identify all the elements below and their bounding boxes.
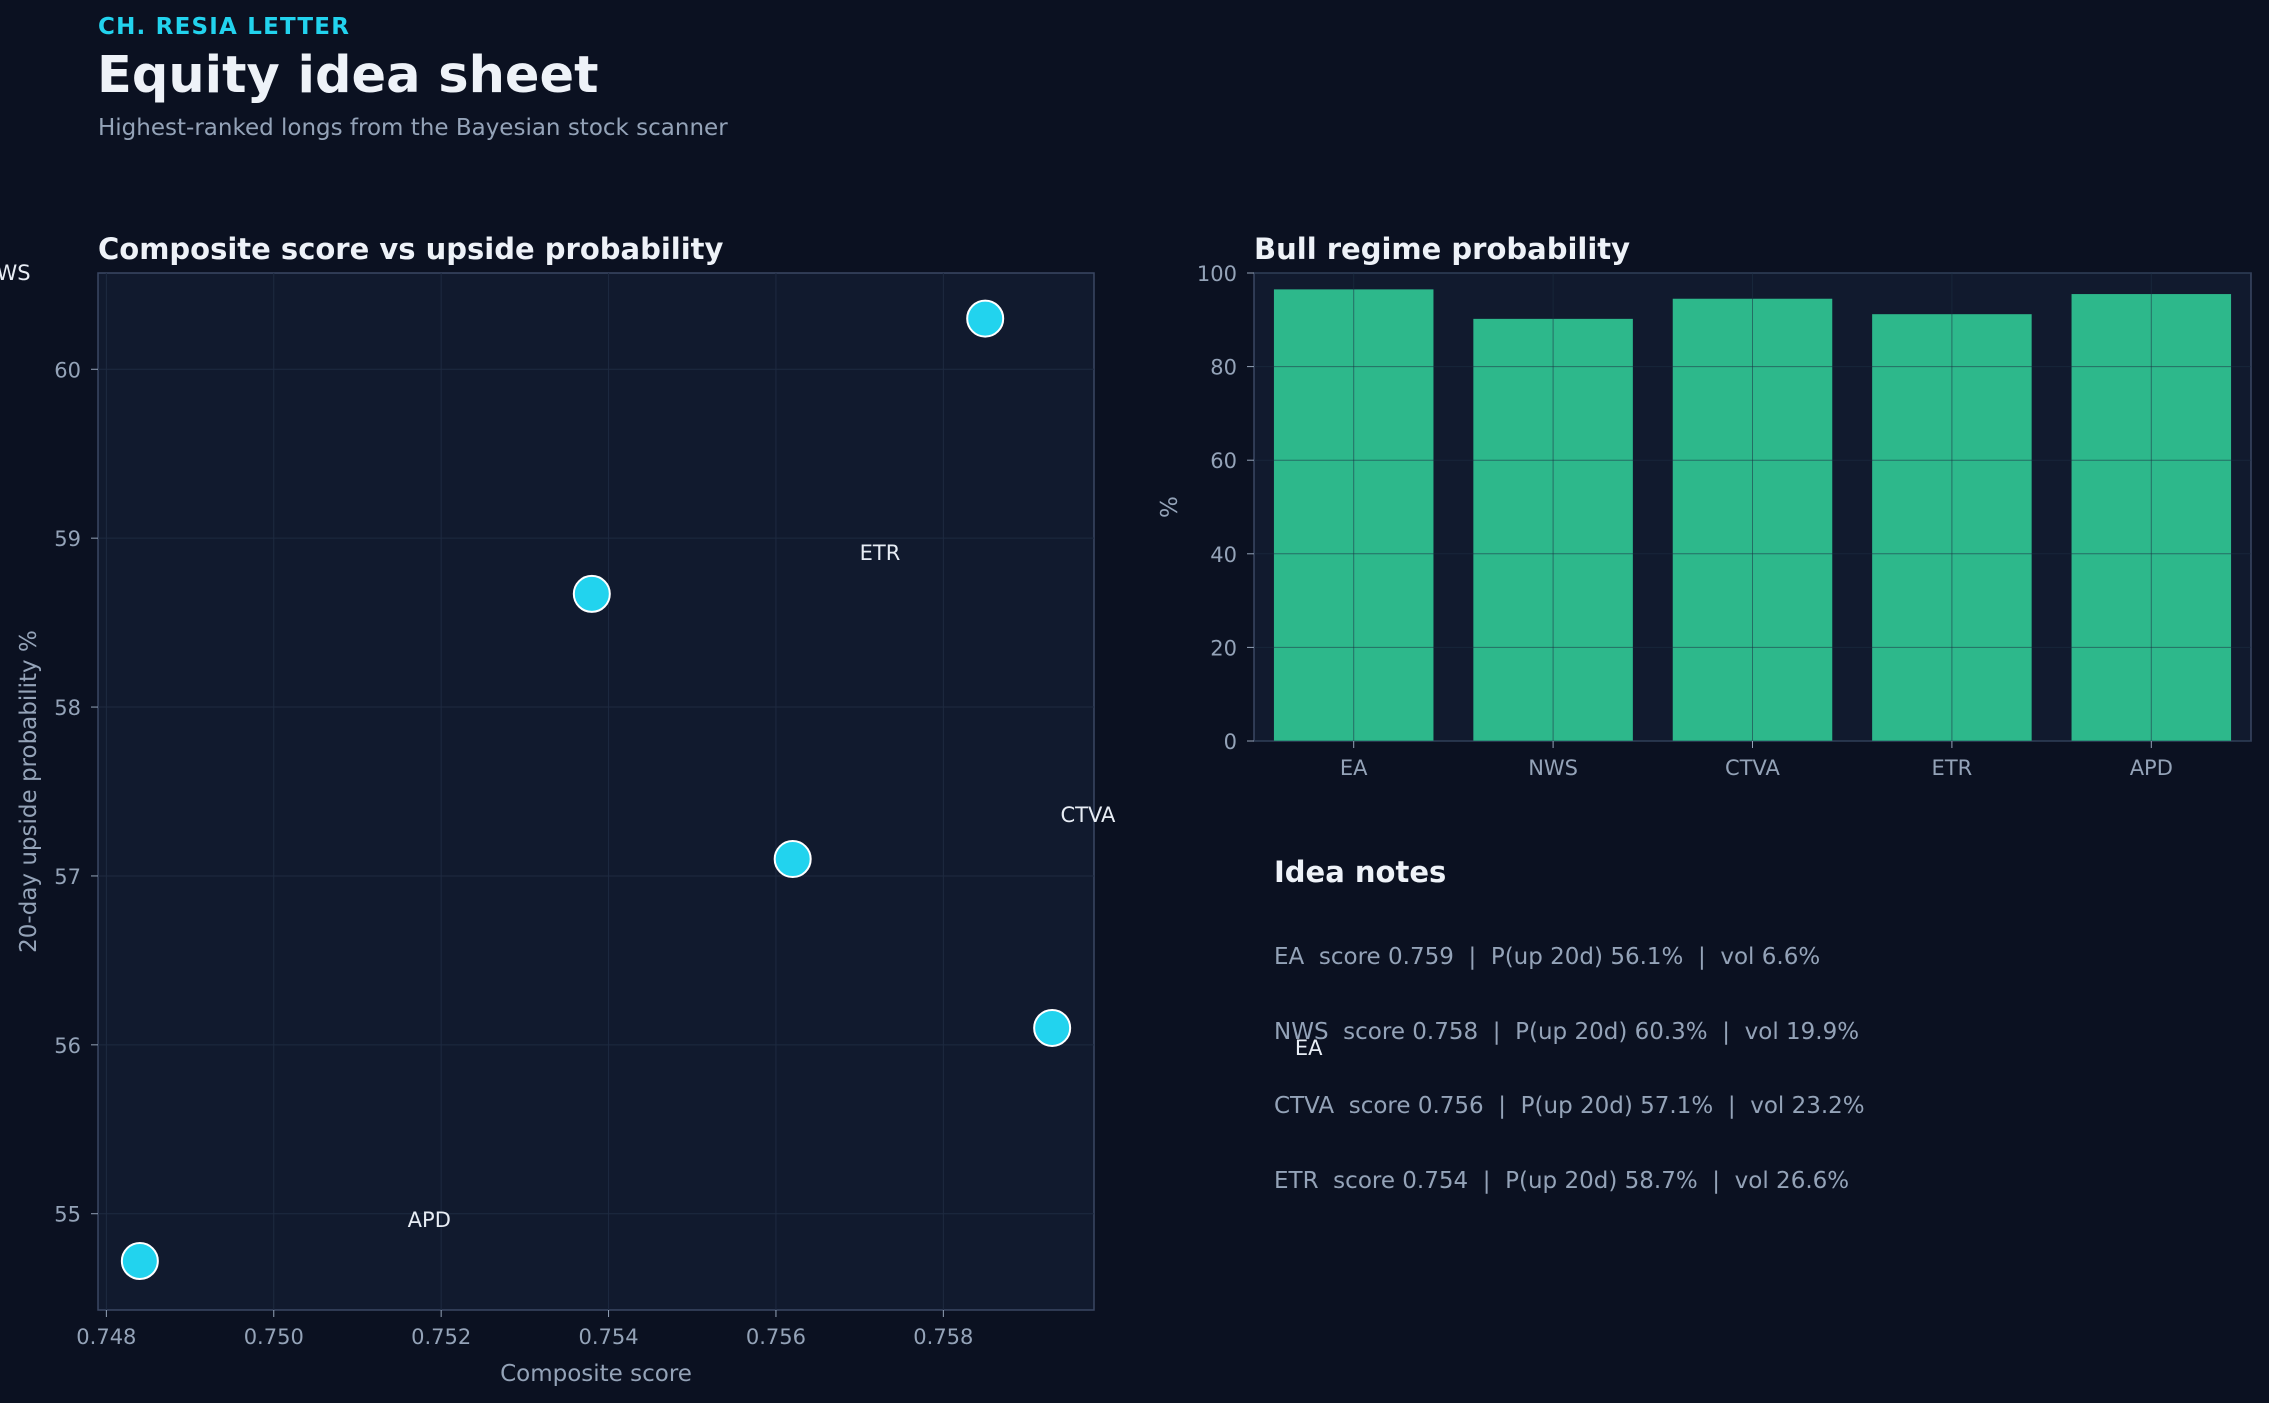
idea-note-nws: NWS score 0.758 | P(up 20d) 60.3% | vol … <box>1274 1019 1860 1045</box>
scatter-x-tick-label: 0.754 <box>578 1325 638 1349</box>
bar-x-tick-label: CTVA <box>1725 756 1781 780</box>
scatter-point-label: EA <box>1295 1036 1323 1060</box>
scatter-x-tick-label: 0.756 <box>746 1325 806 1349</box>
scatter-point <box>120 1242 159 1281</box>
scatter-x-axis-label: Composite score <box>500 1361 692 1387</box>
bar-y-axis-label: % <box>1157 496 1183 518</box>
scatter-y-axis-label: 20-day upside probability % <box>16 630 42 953</box>
idea-note-etr: ETR score 0.754 | P(up 20d) 58.7% | vol … <box>1274 1168 1850 1194</box>
scatter-y-tick-label: 56 <box>54 1034 81 1058</box>
scatter-y-tick-label: 59 <box>54 527 81 551</box>
scatter-x-tick-label: 0.750 <box>244 1325 304 1349</box>
bar-y-tick-label: 100 <box>1197 262 1237 286</box>
scatter-point <box>966 299 1005 338</box>
bar-chart-title: Bull regime probability <box>1254 232 1631 266</box>
bar-y-tick-label: 0 <box>1224 730 1237 754</box>
bar-y-tick-label: 20 <box>1210 636 1237 660</box>
scatter-point-label: CTVA <box>1061 803 1117 827</box>
scatter-y-tick-label: 55 <box>54 1203 81 1227</box>
page-title: Equity idea sheet <box>97 46 599 105</box>
scatter-y-tick-label: 57 <box>54 865 81 889</box>
idea-note-ea: EA score 0.759 | P(up 20d) 56.1% | vol 6… <box>1274 944 1821 970</box>
scatter-point-label: NWS <box>0 261 31 285</box>
bar-x-tick-label: ETR <box>1932 756 1973 780</box>
scatter-plot-area <box>97 272 1095 1311</box>
idea-notes-heading: Idea notes <box>1274 855 1447 889</box>
scatter-y-tick-label: 58 <box>54 696 81 720</box>
scatter-chart-title: Composite score vs upside probability <box>98 232 724 266</box>
scatter-x-tick-label: 0.748 <box>76 1325 136 1349</box>
scatter-point <box>572 574 611 613</box>
bar-x-tick-label: NWS <box>1528 756 1578 780</box>
idea-note-ctva: CTVA score 0.756 | P(up 20d) 57.1% | vol… <box>1274 1093 1865 1119</box>
scatter-x-tick-label: 0.752 <box>411 1325 471 1349</box>
bar-y-tick-label: 40 <box>1210 543 1237 567</box>
bar-x-tick-label: EA <box>1340 756 1368 780</box>
scatter-x-tick-label: 0.758 <box>913 1325 973 1349</box>
scatter-point <box>773 840 812 879</box>
scatter-point-label: APD <box>408 1208 451 1232</box>
page-subtitle: Highest-ranked longs from the Bayesian s… <box>98 115 728 141</box>
bar-x-tick-label: APD <box>2130 756 2173 780</box>
report-kicker: CH. RESIA LETTER <box>98 14 351 40</box>
bar-y-tick-label: 80 <box>1210 356 1237 380</box>
scatter-point-label: ETR <box>860 541 901 565</box>
scatter-y-tick-label: 60 <box>54 358 81 382</box>
bar-y-tick-label: 60 <box>1210 449 1237 473</box>
scatter-point <box>1033 1008 1072 1047</box>
